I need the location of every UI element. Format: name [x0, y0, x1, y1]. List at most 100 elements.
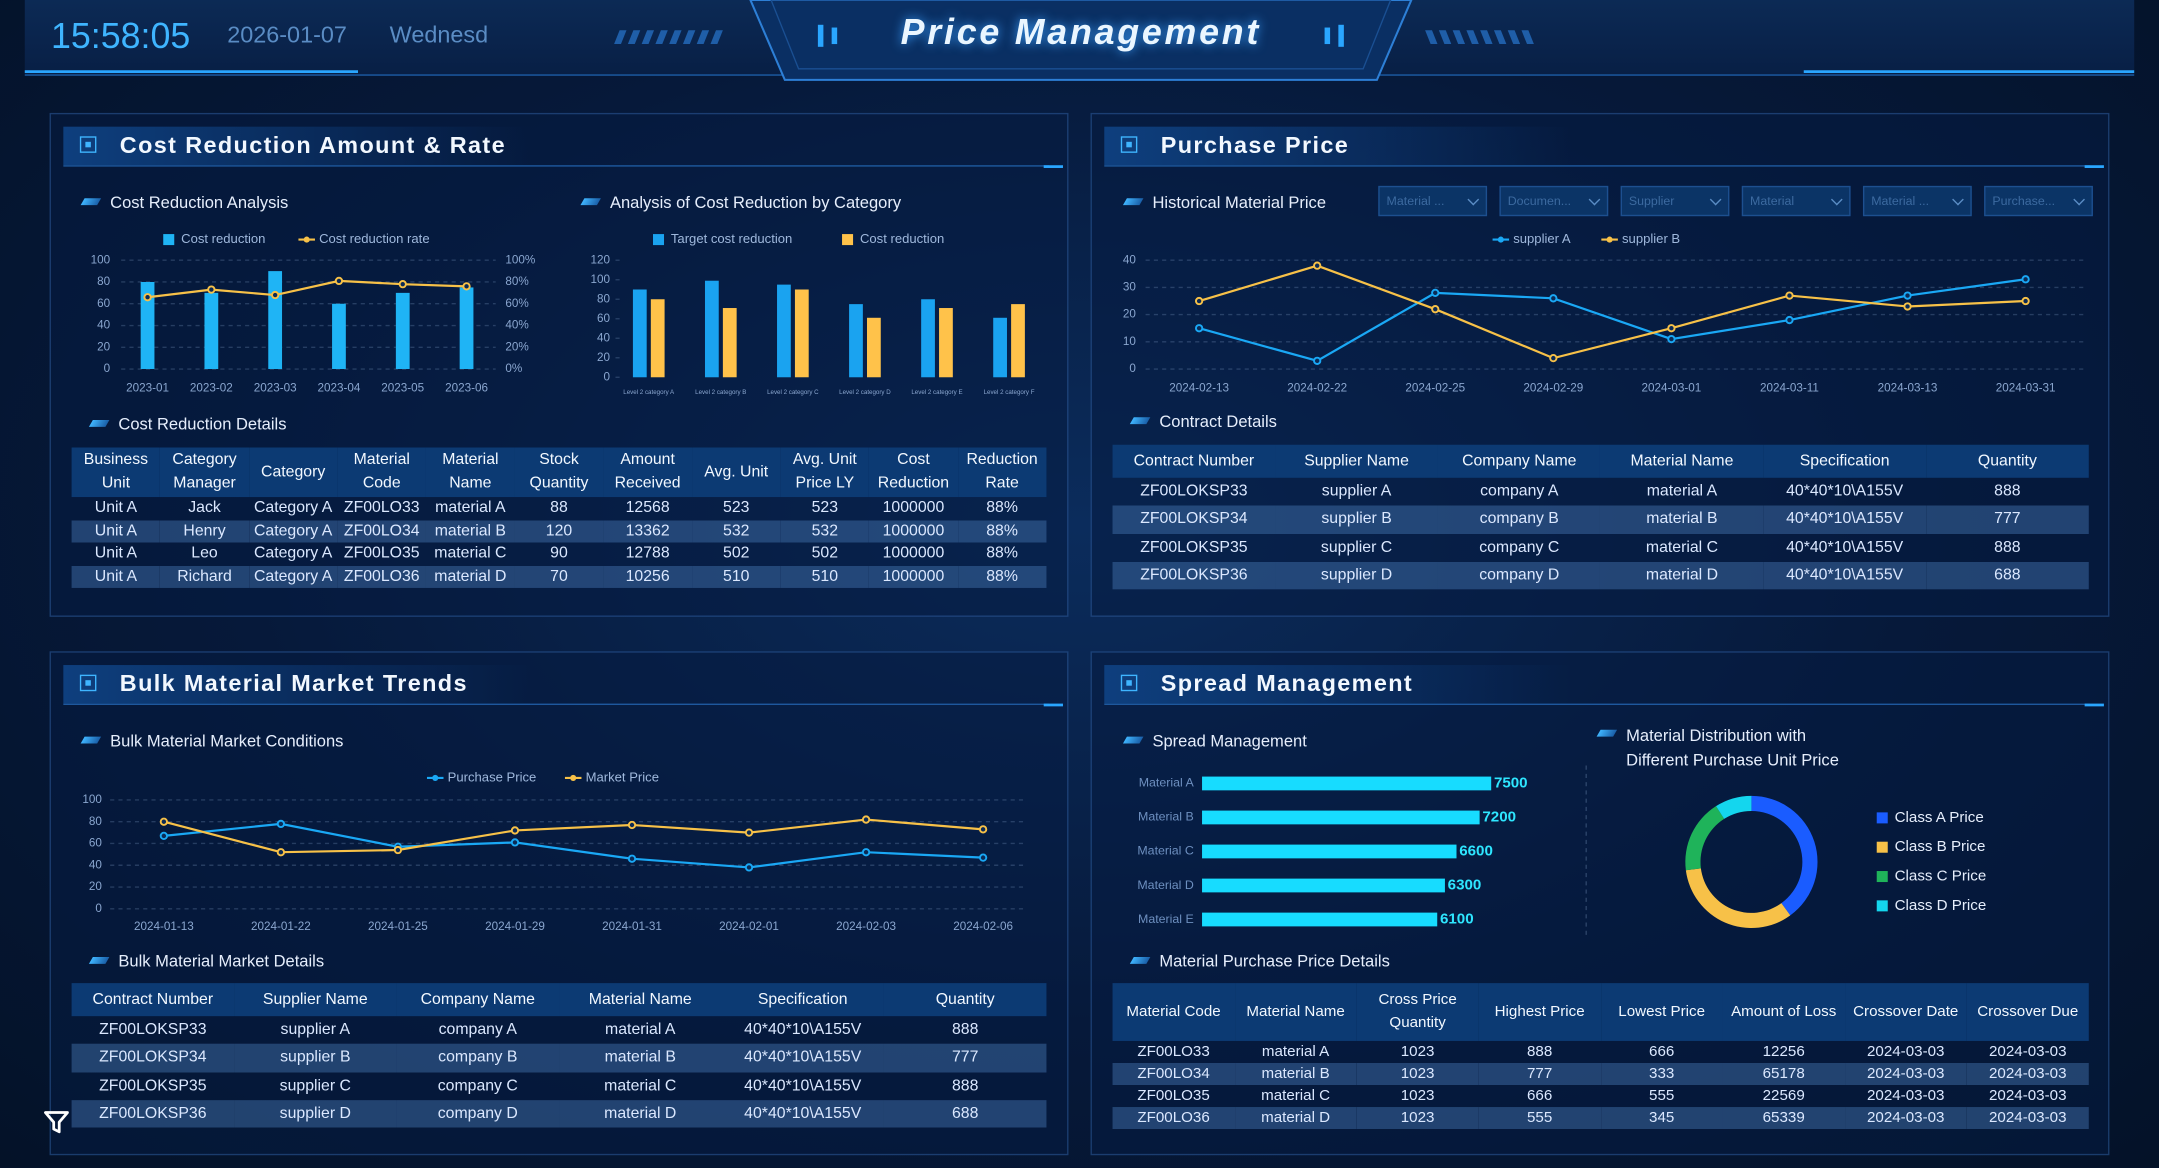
filter-dropdown[interactable]: Material ... — [1862, 185, 1972, 217]
bar-category-label: Material A — [1139, 776, 1195, 790]
x-tick-label: 2023-06 — [445, 381, 488, 394]
x-tick-label: Level 2 category D — [839, 389, 891, 396]
donut-slice — [1685, 868, 1791, 929]
table-cell: 40*40*10\A155V — [744, 1077, 862, 1095]
line-point — [1549, 354, 1558, 363]
table-header-cell: Supplier Name — [1275, 444, 1438, 478]
line-point — [1431, 288, 1440, 297]
y2-tick-label: 0% — [505, 362, 522, 375]
table-cell: supplier A — [1321, 483, 1392, 500]
table-cell: 888 — [1994, 539, 2021, 556]
line-point — [627, 854, 637, 863]
table-cell: 12256 — [1762, 1043, 1805, 1061]
filter-dropdown[interactable]: Material ... — [1378, 185, 1488, 217]
panel-title: Cost Reduction Amount & Rate — [119, 132, 506, 159]
y-tick-label: 120 — [590, 253, 610, 266]
table-row: ZF00LO35 material C 1023 666 555 22569 2024-03… — [1113, 1085, 2089, 1107]
line-point — [276, 819, 286, 829]
y-tick-label: 40 — [1123, 253, 1137, 266]
table-header-row: Contract Number Supplier Name Company Name… — [1112, 444, 2089, 478]
y-tick-label: 80 — [89, 815, 103, 828]
table-cell: 666 — [1526, 1087, 1553, 1105]
table-cell: supplier B — [234, 1044, 397, 1073]
y2-tick-label: 60% — [505, 297, 528, 310]
line-point — [1903, 302, 1912, 311]
table-header-cell: Stock Quantity — [514, 447, 604, 498]
x-tick-label: 2024-03-13 — [1878, 381, 1938, 394]
bar-value-label: 7500 — [1494, 774, 1528, 791]
line-point — [744, 863, 754, 872]
filter-dropdown[interactable]: Supplier — [1620, 185, 1730, 217]
table-cell: material A — [435, 499, 506, 517]
legend-label: supplier B — [1622, 231, 1680, 246]
table-cell: material B — [426, 519, 515, 543]
table-cell: 1023 — [1400, 1043, 1435, 1061]
table-cell: 1000000 — [882, 545, 945, 563]
x-tick-label: 2024-02-01 — [719, 920, 779, 933]
table-cell: Henry — [160, 519, 249, 543]
table-cell: 40*40*10\A155V — [721, 1100, 884, 1128]
table-cell: 88% — [957, 565, 1047, 589]
legend-swatch — [1876, 871, 1888, 883]
filter-icon[interactable] — [41, 1107, 71, 1137]
table-row: Unit A Richard Category A ZF00LO36 material … — [71, 565, 1047, 589]
y-tick-label: 0 — [95, 902, 102, 915]
y-tick-label: 20 — [1123, 308, 1137, 321]
table-cell: material C — [1645, 539, 1719, 556]
legend-swatch — [1876, 841, 1888, 853]
bar-category-label: Material E — [1138, 912, 1194, 926]
legend-label: Cost reduction rate — [319, 231, 429, 246]
line-point — [2021, 275, 2030, 284]
line-point — [1549, 294, 1558, 303]
title-icon — [79, 674, 97, 692]
filter-dropdown[interactable]: Material — [1741, 185, 1851, 217]
section-title: Bulk Material Market Conditions — [80, 730, 343, 752]
table-cell: Unit A — [71, 519, 161, 543]
legend-dot — [570, 774, 577, 781]
table-row: Unit A Jack Category A ZF00LO33 material A 88… — [72, 497, 1047, 520]
table-header-cell: Quantity — [883, 983, 1047, 1017]
table-header-cell: Material Code — [1112, 983, 1235, 1041]
section-title: Cost Reduction Details — [88, 413, 286, 435]
y-tick-label: 60 — [89, 837, 103, 850]
filter-dropdown[interactable]: Documen... — [1499, 185, 1609, 217]
y-tick-label: 40 — [89, 858, 103, 871]
table-cell: Category A — [253, 499, 333, 517]
table-cell: 1000000 — [869, 565, 958, 589]
filter-dropdown[interactable]: Purchase... — [1984, 185, 2093, 217]
x-tick-label: 2024-02-29 — [1523, 381, 1583, 394]
bar — [704, 280, 719, 378]
x-tick-label: 2023-02 — [190, 381, 233, 394]
bar — [1011, 304, 1025, 378]
line-series — [1198, 264, 2026, 360]
legend-label: supplier A — [1513, 231, 1571, 246]
y-tick-label: 20 — [89, 880, 103, 893]
table-cell: 2024-03-03 — [1844, 1107, 1967, 1130]
bar-value-label: 6600 — [1459, 842, 1493, 859]
bar — [1202, 776, 1492, 791]
table-cell: 502 — [723, 545, 750, 563]
section-title: Material Purchase Price Details — [1129, 950, 1390, 972]
clock-date: 2026-01-07 — [227, 22, 347, 49]
bar — [1202, 878, 1445, 893]
table-cell: Category A — [248, 519, 338, 543]
line-point — [978, 853, 988, 862]
bar — [939, 308, 953, 378]
table-cell: ZF00LO34 — [337, 519, 427, 543]
panel: Bulk Material Market Trends — [49, 651, 1069, 1156]
table-cell: 12568 — [625, 499, 670, 517]
title-glow — [1104, 126, 1573, 166]
table-cell: 70 — [514, 565, 604, 589]
section-title: Material Distribution with Different Pur… — [1596, 723, 1860, 773]
line-point — [1194, 296, 1204, 306]
y-tick-label: 20 — [597, 351, 611, 364]
panel-title: Bulk Material Market Trends — [119, 670, 468, 697]
legend-swatch — [842, 234, 854, 246]
line-point — [978, 825, 988, 834]
table-cell: material C — [604, 1077, 677, 1095]
table-header-cell: Lowest Price — [1600, 983, 1723, 1041]
data-table: Contract Number Supplier Name Company Name… — [71, 983, 1047, 1128]
